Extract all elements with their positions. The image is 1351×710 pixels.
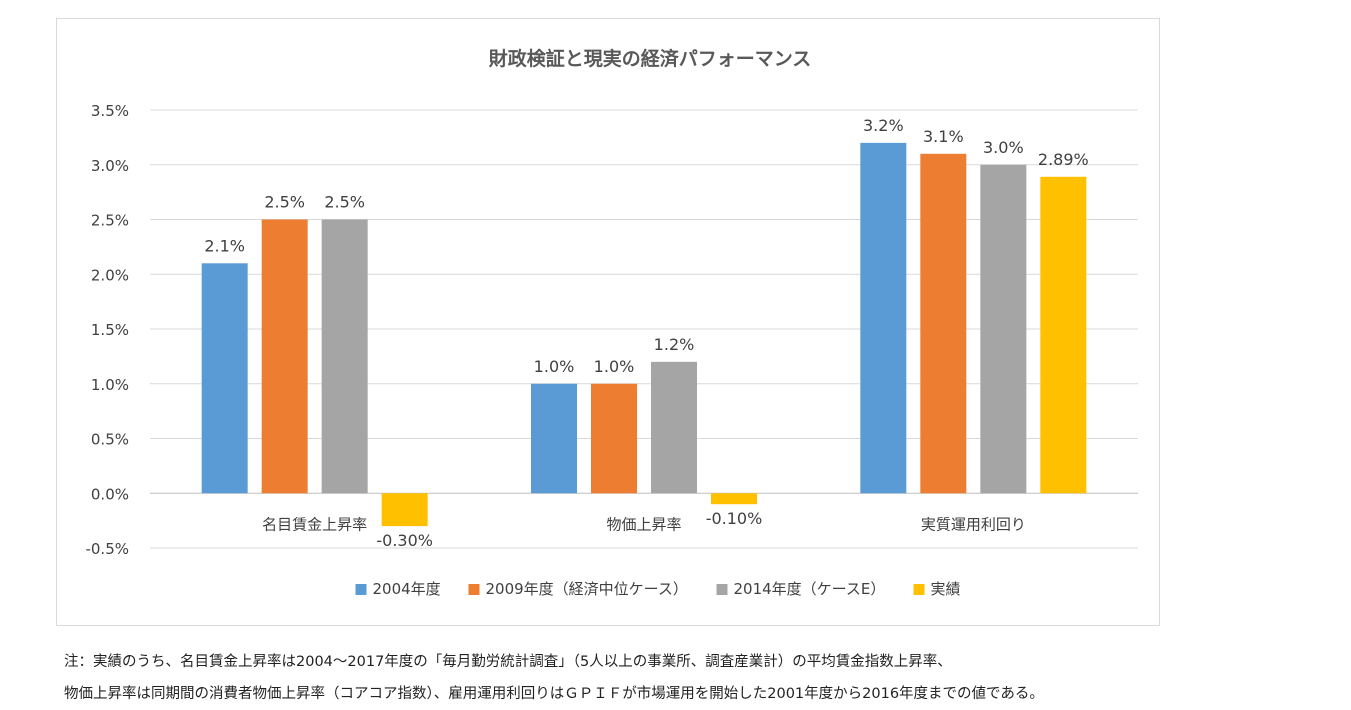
data-label: 3.1% xyxy=(923,127,964,146)
legend-label: 2014年度（ケースE） xyxy=(734,580,886,598)
data-label: 3.2% xyxy=(863,116,904,135)
bar xyxy=(651,361,697,494)
data-label: -0.30% xyxy=(376,531,433,550)
chart-title: 財政検証と現実の経済パフォーマンス xyxy=(489,47,812,70)
legend-swatch xyxy=(913,584,925,595)
data-label: 3.0% xyxy=(983,138,1024,157)
y-tick-label: 0.0% xyxy=(91,485,129,503)
legend-swatch xyxy=(355,584,367,595)
legend-swatch xyxy=(716,584,728,595)
bar xyxy=(920,153,967,494)
bar xyxy=(261,219,308,494)
data-label: 1.0% xyxy=(534,357,575,376)
bar xyxy=(980,164,1027,494)
data-label: 2.5% xyxy=(324,193,365,212)
data-label: 2.5% xyxy=(264,193,305,212)
bar xyxy=(711,493,757,505)
y-tick-label: 1.0% xyxy=(91,376,129,394)
bar xyxy=(860,142,907,494)
y-tick-label: 2.5% xyxy=(91,212,129,230)
legend-label: 2004年度 xyxy=(373,580,441,598)
y-tick-label: 1.5% xyxy=(91,321,129,339)
category-label: 実質運用利回り xyxy=(921,515,1026,533)
bar xyxy=(1040,176,1087,494)
category-label: 名目賃金上昇率 xyxy=(262,515,367,533)
bar-chart: 財政検証と現実の経済パフォーマンス 3.5% 3.0% 2.5% 2.0% 1.5% 1.0… xyxy=(85,47,1138,598)
footnote-line-1: 注：実績のうち、名目賃金上昇率は2004～2017年度の「毎月勤労統計調査」（5… xyxy=(64,654,952,670)
data-label: 1.2% xyxy=(654,335,695,354)
chart-area: 財政検証と現実の経済パフォーマンス 3.5% 3.0% 2.5% 2.0% 1.5% 1.0… xyxy=(56,18,1160,626)
y-tick-label: 0.5% xyxy=(91,431,129,449)
data-label: -0.10% xyxy=(706,509,763,528)
category-label: 物価上昇率 xyxy=(606,515,681,533)
y-tick-label: 3.5% xyxy=(91,102,129,120)
bar xyxy=(201,263,248,494)
data-label: 2.89% xyxy=(1038,150,1089,169)
y-tick-label: 3.0% xyxy=(91,157,129,175)
legend-label: 2009年度（経済中位ケース） xyxy=(486,580,688,598)
legend-swatch xyxy=(468,584,480,595)
data-label: 1.0% xyxy=(594,357,635,376)
footnote-line-2: 物価上昇率は同期間の消費者物価上昇率（コアコア指数）、雇用運用利回りはＧＰＩＦが… xyxy=(64,686,1044,702)
legend-label: 実績 xyxy=(931,580,961,598)
bar xyxy=(531,383,577,494)
bar xyxy=(321,219,368,494)
y-tick-label: 2.0% xyxy=(91,266,129,284)
bar xyxy=(381,493,428,527)
bar xyxy=(591,383,637,494)
y-tick-label: -0.5% xyxy=(85,540,129,558)
data-label: 2.1% xyxy=(204,236,245,255)
